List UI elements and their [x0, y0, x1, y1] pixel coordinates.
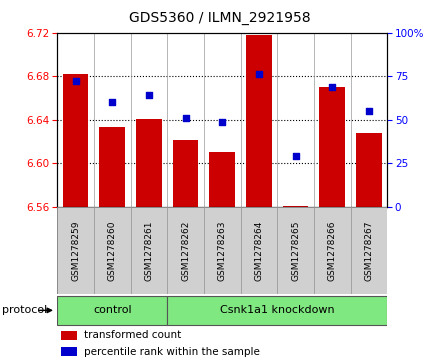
Text: control: control — [93, 305, 132, 315]
Bar — [356, 133, 382, 207]
Point — [109, 99, 116, 105]
Bar — [204, 207, 241, 294]
Bar — [167, 207, 204, 294]
Bar — [314, 207, 351, 294]
Bar — [319, 87, 345, 207]
Point — [292, 154, 299, 159]
Text: GSM1278260: GSM1278260 — [108, 220, 117, 281]
Bar — [63, 74, 88, 207]
Bar — [94, 207, 131, 294]
Bar — [136, 119, 162, 207]
Text: Csnk1a1 knockdown: Csnk1a1 knockdown — [220, 305, 334, 315]
Bar — [241, 207, 277, 294]
Bar — [99, 127, 125, 207]
Text: GSM1278263: GSM1278263 — [218, 220, 227, 281]
Point — [145, 93, 152, 98]
Bar — [209, 152, 235, 207]
Point — [329, 84, 336, 90]
Text: GSM1278266: GSM1278266 — [328, 220, 337, 281]
Point — [182, 115, 189, 121]
Text: GSM1278259: GSM1278259 — [71, 220, 80, 281]
Bar — [57, 207, 94, 294]
Bar — [61, 331, 77, 340]
Text: GSM1278267: GSM1278267 — [364, 220, 374, 281]
Bar — [283, 206, 308, 207]
Text: GSM1278264: GSM1278264 — [254, 220, 264, 281]
Point — [72, 78, 79, 84]
Bar — [61, 347, 77, 356]
Point — [219, 119, 226, 125]
Bar — [57, 295, 167, 325]
Bar — [131, 207, 167, 294]
Bar — [277, 207, 314, 294]
Bar — [173, 140, 198, 207]
Bar — [351, 207, 387, 294]
Text: GSM1278262: GSM1278262 — [181, 220, 190, 281]
Point — [365, 108, 372, 114]
Bar — [167, 295, 387, 325]
Point — [255, 72, 262, 77]
Text: percentile rank within the sample: percentile rank within the sample — [84, 347, 260, 356]
Text: GSM1278261: GSM1278261 — [144, 220, 154, 281]
Bar — [246, 35, 272, 207]
Text: GSM1278265: GSM1278265 — [291, 220, 300, 281]
Text: GDS5360 / ILMN_2921958: GDS5360 / ILMN_2921958 — [129, 11, 311, 25]
Text: protocol: protocol — [2, 305, 48, 315]
Text: transformed count: transformed count — [84, 330, 181, 340]
